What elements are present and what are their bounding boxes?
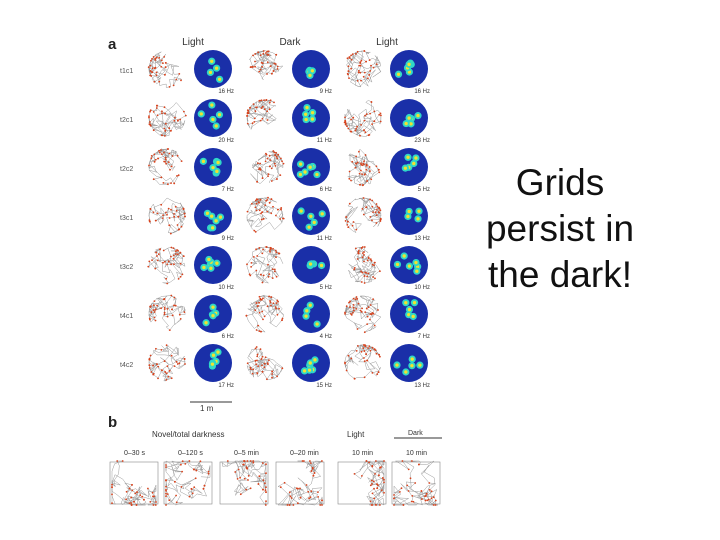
interval-label: 0–120 s [178,450,203,457]
rate-map [390,295,428,333]
header-dark: Dark [279,37,301,48]
row-label: t3c2 [120,264,134,271]
scale-bar-label: 1 m [200,404,214,413]
rate-map [292,295,330,333]
interval-label: 10 min [406,450,428,457]
panel-b-letter: b [108,414,118,431]
rate-map [390,246,428,284]
caption-line-2: persist in [485,208,635,249]
firing-rate-label: 5 Hz [319,285,332,291]
firing-rate-label: 9 Hz [221,236,234,242]
panel-b-plots [109,460,441,506]
trajectory-plot [246,346,284,381]
firing-rate-label: 10 Hz [414,285,430,291]
trajectory-plot [250,150,285,184]
firing-rate-label: 23 Hz [414,138,430,144]
row-label: t4c2 [120,362,134,369]
trajectory-plot [148,102,187,137]
trajectory-plot [246,196,285,233]
panel-a-plots [147,50,428,382]
interval-label: 10 min [352,450,374,457]
rate-map [292,197,330,235]
trajectory-plot [148,294,186,331]
trajectory-plot [148,197,187,235]
rate-map [194,50,232,88]
group-light-label: Light [347,430,365,439]
trajectory-plot [148,344,186,382]
trajectory-plot [343,100,382,137]
row-label: t4c1 [120,313,134,320]
trajectory-plot [344,344,381,380]
trajectory-box [165,460,211,506]
trajectory-box [221,460,267,506]
rate-map [292,99,330,137]
firing-rate-label: 9 Hz [319,89,332,95]
rate-map [390,197,428,235]
rate-map [292,246,330,284]
group-dark-label: Dark [408,430,423,437]
trajectory-plot [148,148,183,186]
slide-caption: Grids persist in the dark! [470,160,650,298]
group-novel-label: Novel/total darkness [152,430,225,439]
trajectory-box [277,460,323,506]
firing-rate-label: 17 Hz [218,383,234,389]
firing-rate-label: 13 Hz [414,383,430,389]
interval-label: 0–5 min [234,450,259,457]
header-light-1: Light [182,37,204,48]
rate-map [194,344,232,382]
trajectory-box [111,460,157,506]
firing-rate-label: 16 Hz [414,89,430,95]
firing-rate-label: 7 Hz [221,187,234,193]
rate-map [390,344,428,382]
rate-map [390,50,428,88]
trajectory-plot [347,148,381,187]
rate-map [194,148,232,186]
caption-line-1: Grids [515,162,605,203]
rate-map [292,148,330,186]
rate-map [390,99,428,137]
firing-rate-label: 13 Hz [414,236,430,242]
firing-rate-label: 16 Hz [218,89,234,95]
firing-rate-label: 5 Hz [417,187,430,193]
trajectory-plot [246,246,284,284]
trajectory-box [353,460,385,506]
rate-map [292,50,330,88]
rate-map [194,295,232,333]
trajectory-plot [344,295,382,334]
interval-label: 0–20 min [290,450,319,457]
rate-map [194,246,232,284]
firing-rate-label: 11 Hz [316,138,332,144]
row-label: t2c1 [120,117,134,124]
firing-rate-label: 6 Hz [319,187,332,193]
firing-rate-label: 10 Hz [218,285,234,291]
header-light-2: Light [376,37,398,48]
firing-rate-label: 11 Hz [316,236,332,242]
row-label: t3c1 [120,215,134,222]
trajectory-plot [249,50,284,81]
trajectory-plot [344,197,383,234]
trajectory-plot [147,246,186,285]
trajectory-plot [147,51,183,88]
firing-rate-label: 6 Hz [221,334,234,340]
trajectory-plot [348,246,381,284]
rate-map [194,99,232,137]
interval-label: 0–30 s [124,450,146,457]
firing-rate-label: 4 Hz [319,334,332,340]
rate-map [194,197,232,235]
firing-rate-label: 15 Hz [316,383,332,389]
row-label: t1c1 [120,68,134,75]
trajectory-plot [246,99,277,130]
firing-rate-label: 7 Hz [417,334,430,340]
caption-line-3: the dark! [488,254,632,295]
trajectory-plot [245,294,285,333]
firing-rate-label: 20 Hz [218,138,234,144]
trajectory-box [393,460,439,506]
rate-map [390,148,428,186]
trajectory-plot [346,50,382,88]
rate-map [292,344,330,382]
row-label: t2c2 [120,166,134,173]
panel-a-letter: a [108,36,117,53]
